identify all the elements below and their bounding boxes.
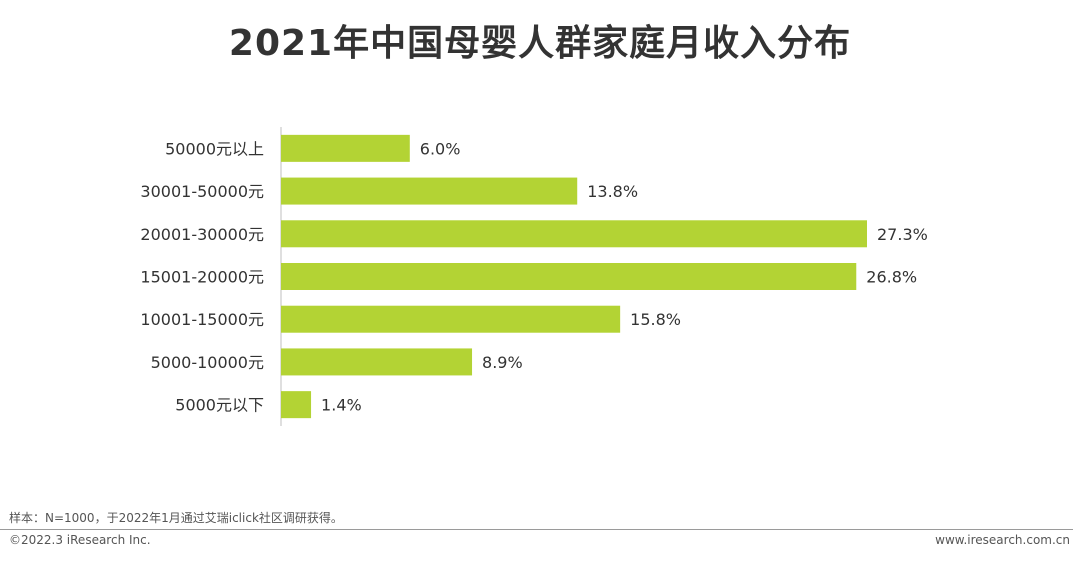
value-label: 27.3% xyxy=(877,225,928,244)
copyright-text: ©2022.3 iResearch Inc. xyxy=(9,533,151,547)
category-label: 50000元以上 xyxy=(165,139,264,158)
category-label: 10001-15000元 xyxy=(140,310,264,329)
category-label: 20001-30000元 xyxy=(140,225,264,244)
value-label: 13.8% xyxy=(587,182,638,201)
bar xyxy=(281,134,410,162)
category-label: 5000-10000元 xyxy=(151,353,264,372)
website-text: www.iresearch.com.cn xyxy=(935,533,1070,547)
value-label: 8.9% xyxy=(482,353,523,372)
value-label: 6.0% xyxy=(420,139,461,158)
sample-note: 样本：N=1000，于2022年1月通过艾瑞iclick社区调研获得。 xyxy=(9,511,343,525)
bar xyxy=(281,177,578,205)
bar xyxy=(281,348,473,376)
bar xyxy=(281,305,621,333)
value-label: 26.8% xyxy=(866,268,917,287)
category-label: 5000元以下 xyxy=(175,396,264,415)
value-label: 1.4% xyxy=(321,396,362,415)
bar xyxy=(281,391,312,419)
value-label: 15.8% xyxy=(630,310,681,329)
bar xyxy=(281,263,857,290)
chart-title: 2021年中国母婴人群家庭月收入分布 xyxy=(228,23,852,64)
footer-divider xyxy=(0,529,1073,530)
category-label: 30001-50000元 xyxy=(140,182,264,201)
category-label: 15001-20000元 xyxy=(140,268,264,287)
bar xyxy=(281,220,867,248)
